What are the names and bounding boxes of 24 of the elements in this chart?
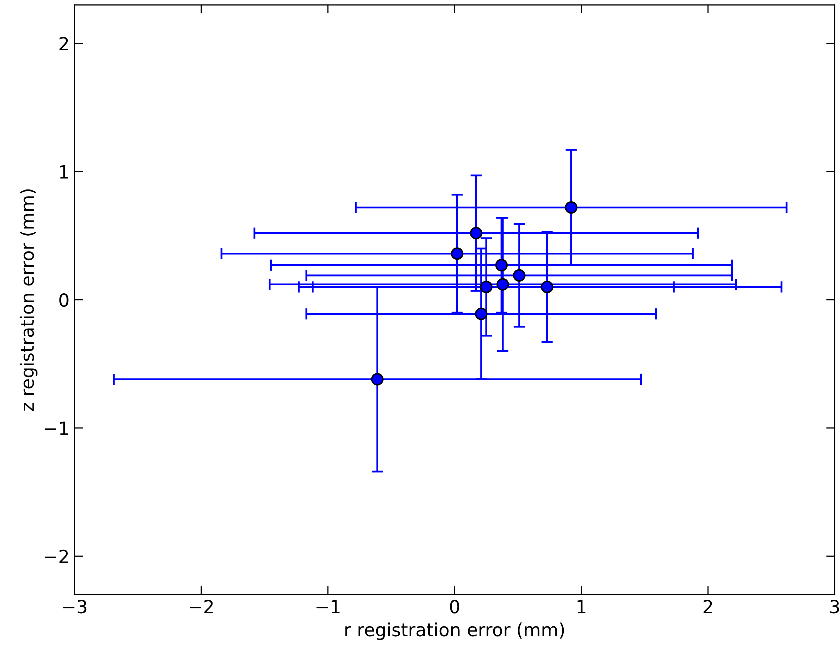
- y-tick-label: 1: [60, 166, 68, 179]
- x-tick-label: 3: [830, 600, 840, 614]
- x-tick-label: 2: [704, 600, 712, 614]
- point: [470, 227, 483, 240]
- x-axis-title: r registration error (mm): [346, 622, 564, 640]
- y-tick-label: −1: [45, 422, 68, 436]
- point: [495, 259, 508, 272]
- y-tick-label: −2: [45, 550, 68, 564]
- x-tick-label: −2: [190, 600, 213, 614]
- point: [565, 201, 578, 214]
- point: [475, 308, 488, 320]
- x-tick-label: −3: [63, 600, 87, 614]
- y-axis-title: z registration error (mm): [20, 190, 38, 412]
- point: [541, 280, 554, 294]
- point: [371, 373, 384, 386]
- point: [513, 269, 526, 282]
- x-tick-label: −1: [316, 600, 340, 614]
- x-tick-label: 0: [450, 600, 460, 614]
- point: [451, 248, 464, 260]
- y-tick-label: 2: [60, 37, 68, 50]
- y-tick-label: 0: [60, 293, 69, 308]
- point: [480, 280, 493, 294]
- x-tick-label: 1: [578, 600, 586, 614]
- point: [496, 278, 510, 291]
